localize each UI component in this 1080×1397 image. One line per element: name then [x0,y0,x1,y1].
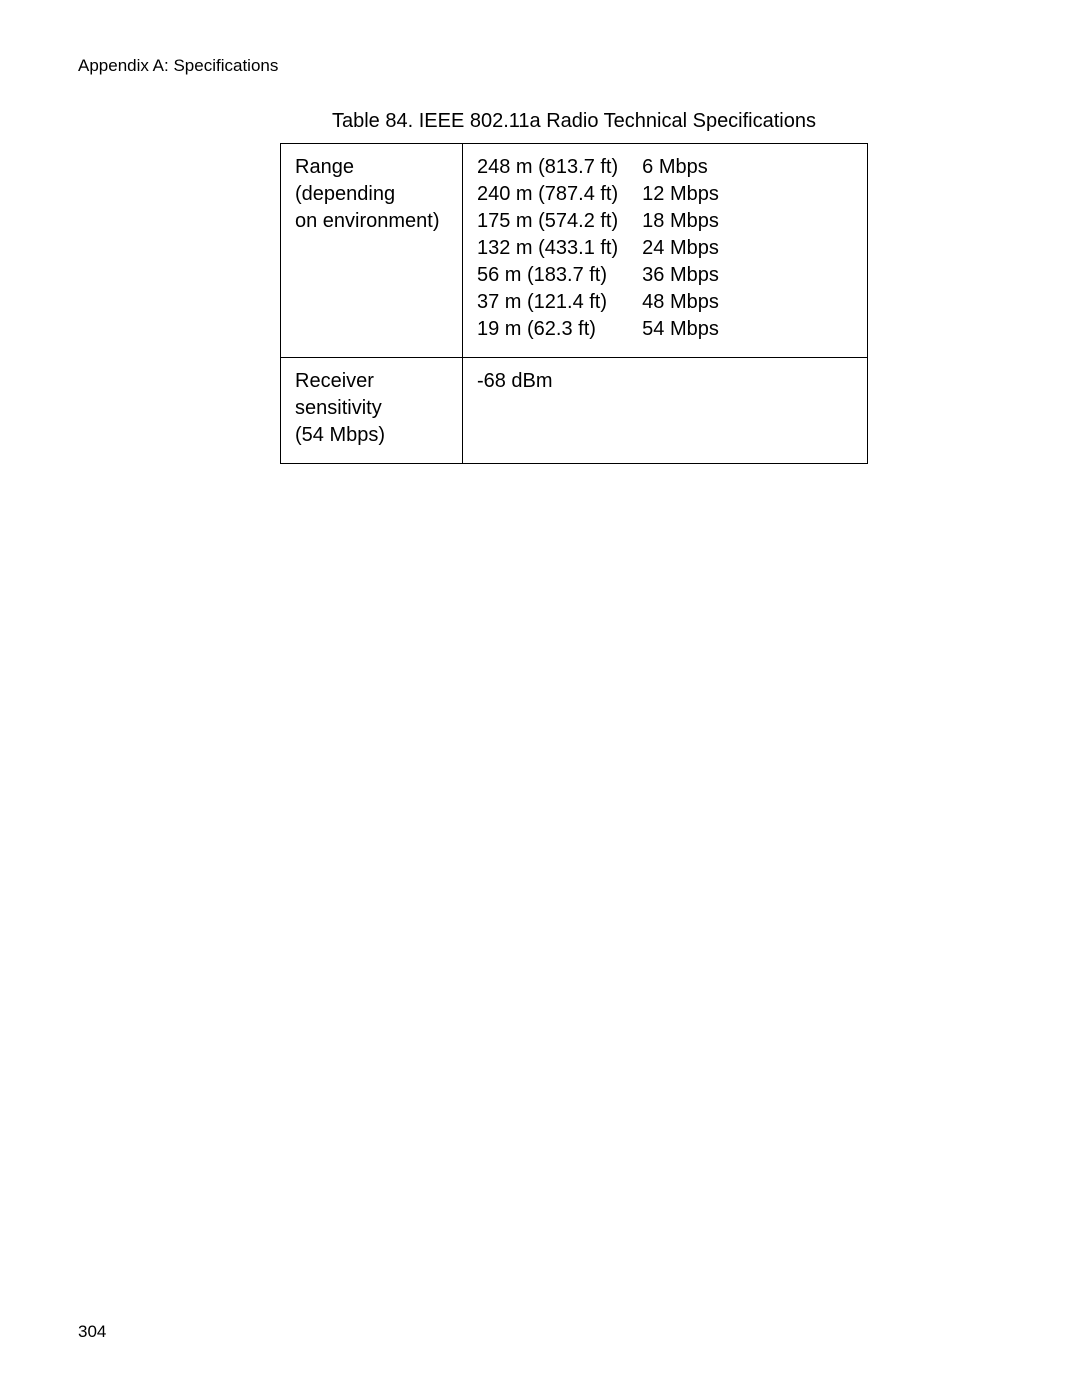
spec-table-block: Table 84. IEEE 802.11a Radio Technical S… [280,110,868,464]
header-text: Appendix A: Specifications [78,56,278,75]
distance-value: 56 m (183.7 ft) [477,262,618,289]
table-caption: Table 84. IEEE 802.11a Radio Technical S… [280,110,868,133]
row1-value-cell: 248 m (813.7 ft) 240 m (787.4 ft) 175 m … [462,144,867,358]
distance-value: 175 m (574.2 ft) [477,208,618,235]
row2-label-cell: Receiver sensitivity (54 Mbps) [281,358,463,464]
distance-value: 248 m (813.7 ft) [477,154,618,181]
rate-column: 6 Mbps 12 Mbps 18 Mbps 24 Mbps 36 Mbps 4… [642,154,719,343]
row2-label-line1: Receiver sensitivity [295,368,450,422]
rate-value: 24 Mbps [642,235,719,262]
table-row: Range (depending on environment) 248 m (… [281,144,868,358]
rate-value: 36 Mbps [642,262,719,289]
table-row: Receiver sensitivity (54 Mbps) -68 dBm [281,358,868,464]
page: Appendix A: Specifications Table 84. IEE… [0,0,1080,1397]
rate-value: 6 Mbps [642,154,719,181]
row1-label-line1: Range (depending [295,154,450,208]
distance-value: 19 m (62.3 ft) [477,316,618,343]
row1-label-line2: on environment) [295,208,450,235]
distance-column: 248 m (813.7 ft) 240 m (787.4 ft) 175 m … [477,154,618,343]
row2-label-line2: (54 Mbps) [295,422,450,449]
row1-inner-columns: 248 m (813.7 ft) 240 m (787.4 ft) 175 m … [477,154,855,343]
page-header: Appendix A: Specifications [78,56,278,76]
distance-value: 240 m (787.4 ft) [477,181,618,208]
rate-value: 18 Mbps [642,208,719,235]
rate-value: 48 Mbps [642,289,719,316]
distance-value: 132 m (433.1 ft) [477,235,618,262]
distance-value: 37 m (121.4 ft) [477,289,618,316]
rate-value: 54 Mbps [642,316,719,343]
page-number: 304 [78,1322,106,1342]
rate-value: 12 Mbps [642,181,719,208]
row2-value-cell: -68 dBm [462,358,867,464]
row1-label-cell: Range (depending on environment) [281,144,463,358]
row2-value: -68 dBm [477,370,553,392]
spec-table: Range (depending on environment) 248 m (… [280,143,868,464]
